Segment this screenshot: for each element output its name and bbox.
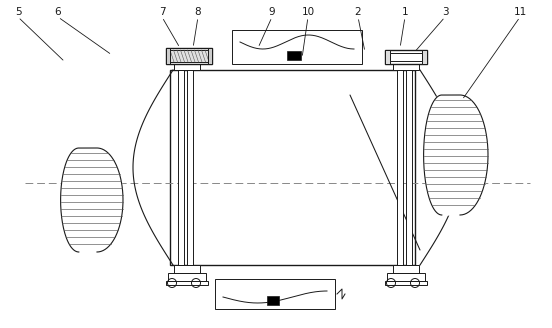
Text: 11: 11 (513, 7, 527, 17)
Text: 3: 3 (442, 7, 448, 17)
Bar (166, 48, 212, 64)
Text: 6: 6 (55, 7, 61, 17)
Bar (166, 281, 208, 285)
Bar (393, 265, 419, 273)
Bar (174, 62, 200, 70)
Bar (232, 30, 362, 64)
Bar (393, 62, 419, 70)
Polygon shape (423, 95, 488, 215)
Bar (166, 48, 170, 64)
Text: 8: 8 (195, 7, 201, 17)
Bar (390, 53, 422, 61)
Bar (215, 279, 335, 309)
Bar (385, 50, 427, 64)
Bar (406, 70, 412, 265)
Text: 10: 10 (301, 7, 315, 17)
Bar (267, 296, 279, 305)
Bar (187, 70, 193, 265)
Bar (287, 51, 301, 60)
Bar (174, 265, 200, 273)
Text: 5: 5 (15, 7, 22, 17)
Bar (385, 281, 427, 285)
Bar (169, 50, 209, 62)
Bar (168, 273, 206, 281)
Bar (170, 70, 415, 265)
Text: 1: 1 (402, 7, 408, 17)
Bar (385, 50, 390, 64)
Bar (178, 70, 184, 265)
Bar (422, 50, 427, 64)
Bar (208, 48, 212, 64)
Bar (387, 273, 425, 281)
Polygon shape (61, 148, 123, 252)
Text: 2: 2 (355, 7, 362, 17)
Bar (397, 70, 403, 265)
Text: 9: 9 (269, 7, 275, 17)
Text: 7: 7 (158, 7, 165, 17)
